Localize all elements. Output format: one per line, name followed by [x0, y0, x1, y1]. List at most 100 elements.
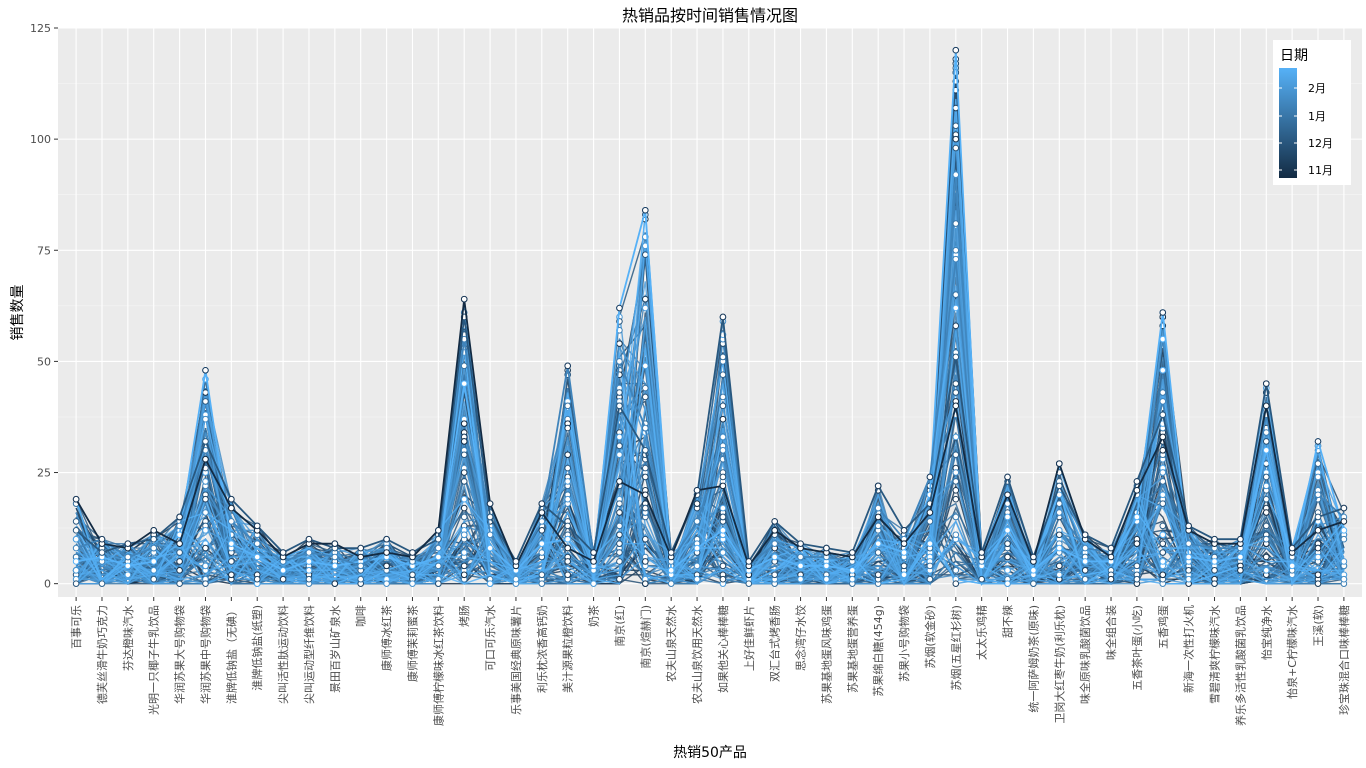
- data-point: [590, 580, 597, 587]
- x-tick-label: 淮牌低钠盐(纸塑): [250, 605, 264, 691]
- data-point: [202, 580, 209, 587]
- series-point: [1340, 527, 1348, 534]
- y-axis-title: 销售数量: [10, 285, 26, 341]
- data-point: [1107, 575, 1115, 583]
- series-point: [383, 549, 390, 556]
- data-point: [305, 575, 313, 583]
- series-point: [331, 562, 339, 570]
- series-point: [150, 558, 158, 565]
- series-line: [75, 316, 1345, 565]
- x-tick-label: 思念湾仔水饺: [794, 605, 808, 671]
- data-point: [460, 478, 468, 485]
- x-tick-label: 王溪(软): [1311, 605, 1325, 647]
- data-point: [1262, 495, 1270, 503]
- series-point: [693, 518, 701, 525]
- data-point: [874, 522, 882, 530]
- data-point: [642, 304, 649, 312]
- peak-point: [331, 540, 339, 547]
- data-point: [538, 549, 546, 556]
- data-point: [1262, 535, 1270, 543]
- data-point: [1211, 567, 1218, 574]
- series-point: [176, 522, 183, 530]
- data-point: [1159, 469, 1167, 476]
- data-point: [202, 544, 209, 552]
- data-point: [900, 562, 908, 570]
- y-tick-label: 25: [37, 467, 51, 480]
- peak-point: [202, 366, 209, 374]
- daily-line: [75, 383, 1344, 586]
- data-point: [1237, 567, 1244, 574]
- data-point: [616, 442, 623, 450]
- peak-point: [1211, 535, 1218, 543]
- series-point: [667, 567, 675, 574]
- data-point: [642, 473, 649, 481]
- series-point: [72, 544, 80, 552]
- data-point: [642, 384, 649, 392]
- series-point: [1340, 518, 1348, 525]
- data-point: [202, 527, 209, 534]
- series-point: [486, 544, 494, 552]
- data-point: [616, 500, 623, 507]
- data-point: [1004, 567, 1011, 574]
- x-tick-label: 甜不辣: [1001, 605, 1015, 638]
- series-point: [849, 567, 856, 574]
- x-tick-label: 利乐枕浓香高钙奶: [535, 605, 549, 693]
- series-point: [719, 447, 727, 454]
- series-point: [1081, 558, 1089, 565]
- peak-point: [978, 549, 985, 556]
- peak-point: [797, 540, 804, 547]
- data-point: [952, 567, 960, 574]
- peak-point: [1340, 504, 1348, 512]
- y-tick-label: 75: [37, 244, 51, 257]
- series-point: [874, 540, 882, 547]
- series-point: [874, 513, 882, 521]
- series-point: [1262, 402, 1270, 410]
- peak-point: [98, 535, 106, 543]
- series-point: [1004, 491, 1011, 499]
- data-point: [1159, 531, 1167, 539]
- data-point: [202, 398, 209, 405]
- data-point: [1262, 429, 1270, 436]
- series-point: [1159, 411, 1167, 419]
- series-point: [952, 353, 960, 361]
- data-point: [926, 518, 934, 525]
- data-point: [719, 353, 727, 361]
- data-point: [1030, 580, 1037, 587]
- data-point: [1159, 389, 1167, 396]
- daily-lines: [75, 59, 1345, 587]
- data-point: [1262, 509, 1270, 516]
- data-point: [202, 389, 209, 396]
- data-point: [952, 487, 960, 494]
- series-point: [124, 562, 132, 570]
- data-point: [1314, 553, 1322, 561]
- data-point: [616, 389, 623, 396]
- series-point: [228, 504, 235, 512]
- data-point: [1262, 438, 1270, 445]
- peak-point: [1055, 460, 1063, 467]
- x-tick-label: 苏果小号购物袋: [897, 605, 911, 682]
- series-point: [486, 531, 494, 539]
- data-point: [642, 504, 649, 512]
- x-tick-label: 烤肠: [457, 605, 471, 627]
- data-point: [900, 571, 908, 579]
- data-point: [1159, 522, 1167, 530]
- data-point: [1004, 553, 1011, 561]
- data-point: [952, 246, 960, 254]
- data-point: [564, 558, 571, 565]
- data-point: [1211, 580, 1218, 587]
- chart-title: 热销品按时间销售情况图: [622, 6, 798, 25]
- data-point: [1004, 580, 1011, 587]
- series-point: [874, 504, 882, 512]
- series-point: [72, 527, 80, 534]
- data-point: [616, 549, 623, 556]
- data-point: [564, 571, 571, 579]
- peak-point: [874, 482, 882, 490]
- data-point: [409, 571, 416, 579]
- daily-line: [76, 241, 1345, 585]
- data-point: [150, 575, 158, 583]
- peak-point: [460, 295, 468, 303]
- series-point: [538, 540, 546, 547]
- daily-line: [75, 263, 1345, 586]
- data-point: [1185, 567, 1192, 574]
- x-tick-label: 怡泉+C柠檬味汽水: [1285, 605, 1299, 699]
